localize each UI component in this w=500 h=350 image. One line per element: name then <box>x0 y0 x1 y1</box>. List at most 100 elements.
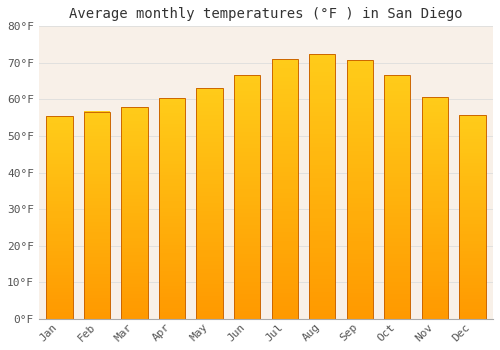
Bar <box>422 215 448 219</box>
Bar <box>309 231 336 235</box>
Bar <box>46 214 72 218</box>
Bar <box>234 107 260 112</box>
Bar <box>234 160 260 164</box>
Bar <box>309 209 336 213</box>
Bar <box>234 197 260 201</box>
Bar <box>272 146 298 150</box>
Bar <box>84 264 110 267</box>
Bar <box>384 221 410 225</box>
Bar <box>159 249 185 253</box>
Bar <box>196 292 223 296</box>
Bar <box>272 111 298 116</box>
Bar <box>272 293 298 297</box>
Bar <box>384 189 410 193</box>
Bar <box>309 266 336 271</box>
Bar <box>460 281 485 285</box>
Bar <box>272 176 298 180</box>
Bar <box>122 167 148 170</box>
Bar <box>384 290 410 294</box>
Bar <box>384 274 410 278</box>
Bar <box>422 186 448 190</box>
Bar <box>122 298 148 301</box>
Bar <box>309 200 336 204</box>
Bar <box>384 132 410 136</box>
Bar <box>234 119 260 124</box>
Bar <box>46 123 72 126</box>
Bar <box>122 128 148 132</box>
Bar <box>346 215 373 220</box>
Bar <box>309 129 336 134</box>
Bar <box>384 307 410 311</box>
Bar <box>384 95 410 99</box>
Bar <box>46 116 72 120</box>
Bar <box>346 73 373 78</box>
Bar <box>196 103 223 107</box>
Bar <box>346 258 373 263</box>
Bar <box>46 140 72 143</box>
Bar <box>196 230 223 234</box>
Bar <box>384 87 410 91</box>
Bar <box>122 255 148 259</box>
Bar <box>159 190 185 194</box>
Bar <box>234 103 260 107</box>
Bar <box>422 97 448 319</box>
Bar <box>346 64 373 69</box>
Bar <box>460 251 485 254</box>
Bar <box>234 237 260 241</box>
Bar <box>234 148 260 152</box>
Bar <box>384 262 410 266</box>
Bar <box>309 68 336 72</box>
Bar <box>309 125 336 130</box>
Bar <box>460 196 485 200</box>
Bar <box>422 104 448 108</box>
Bar <box>159 296 185 301</box>
Bar <box>460 180 485 183</box>
Bar <box>234 298 260 303</box>
Bar <box>346 94 373 99</box>
Bar <box>384 201 410 205</box>
Bar <box>422 182 448 186</box>
Bar <box>309 195 336 200</box>
Bar <box>460 312 485 315</box>
Bar <box>159 109 185 113</box>
Bar <box>234 140 260 144</box>
Bar <box>196 265 223 269</box>
Bar <box>122 234 148 238</box>
Bar <box>422 286 448 289</box>
Bar <box>234 99 260 103</box>
Bar <box>234 307 260 311</box>
Bar <box>309 98 336 103</box>
Bar <box>196 126 223 130</box>
Bar <box>159 168 185 172</box>
Bar <box>422 178 448 182</box>
Bar <box>460 190 485 193</box>
Bar <box>196 249 223 253</box>
Bar <box>46 309 72 312</box>
Bar <box>196 241 223 246</box>
Bar <box>196 107 223 111</box>
Bar <box>46 133 72 136</box>
Bar <box>84 122 110 125</box>
Bar <box>309 279 336 284</box>
Bar <box>46 126 72 130</box>
Bar <box>46 228 72 231</box>
Bar <box>84 177 110 181</box>
Bar <box>234 189 260 193</box>
Bar <box>234 111 260 116</box>
Bar <box>159 315 185 319</box>
Bar <box>346 163 373 168</box>
Bar <box>122 213 148 216</box>
Bar <box>460 230 485 234</box>
Bar <box>122 177 148 181</box>
Bar <box>46 217 72 221</box>
Bar <box>460 258 485 261</box>
Bar <box>422 208 448 212</box>
Bar <box>159 172 185 175</box>
Bar <box>84 315 110 319</box>
Bar <box>46 174 72 177</box>
Bar <box>234 181 260 185</box>
Bar <box>272 59 298 63</box>
Bar <box>272 85 298 90</box>
Bar <box>46 130 72 133</box>
Bar <box>159 208 185 212</box>
